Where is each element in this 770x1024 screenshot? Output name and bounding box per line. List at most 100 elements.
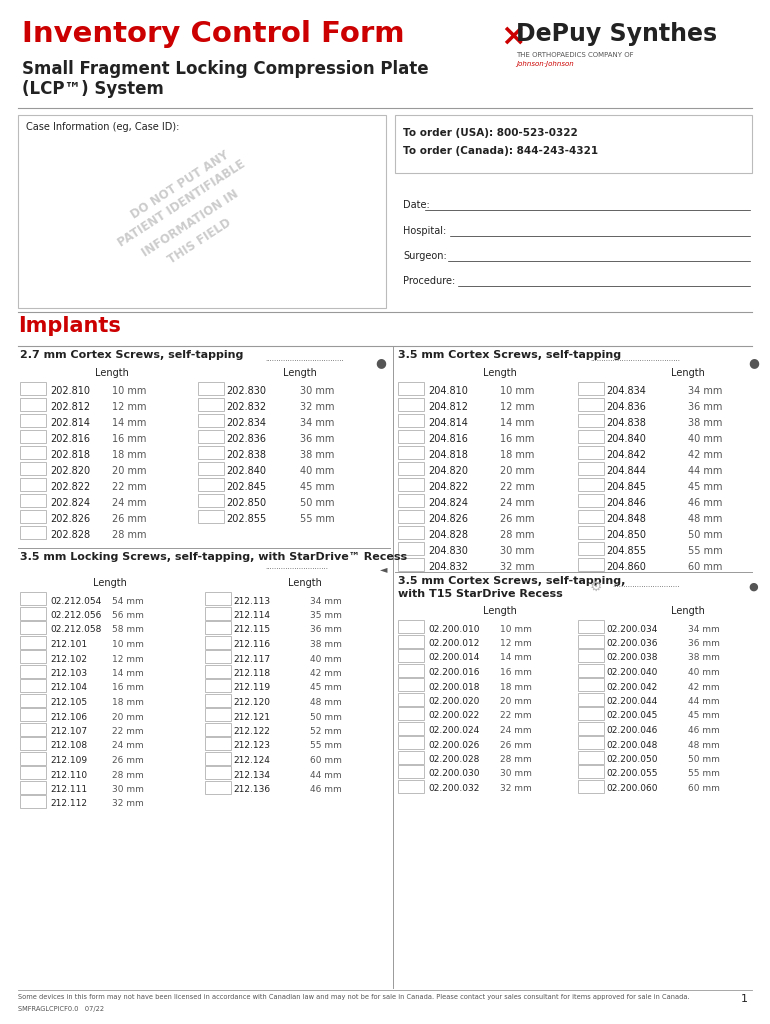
Text: 22 mm: 22 mm <box>500 712 531 721</box>
Text: 202.818: 202.818 <box>50 450 90 460</box>
Bar <box>205 723 231 735</box>
Bar <box>20 592 46 605</box>
Text: Length: Length <box>288 578 322 588</box>
Bar <box>578 414 604 427</box>
Text: ●: ● <box>748 356 759 369</box>
Text: 204.814: 204.814 <box>428 418 468 428</box>
Text: 26 mm: 26 mm <box>500 740 532 750</box>
Bar <box>578 649 604 662</box>
Text: 60 mm: 60 mm <box>310 756 342 765</box>
Text: (LCP™) System: (LCP™) System <box>22 80 164 98</box>
Bar <box>198 510 224 523</box>
Bar <box>20 650 46 663</box>
Text: 02.212.054: 02.212.054 <box>50 597 101 605</box>
Text: 18 mm: 18 mm <box>500 450 534 460</box>
Text: 40 mm: 40 mm <box>310 654 342 664</box>
Bar <box>398 542 424 555</box>
Text: 40 mm: 40 mm <box>300 466 334 476</box>
Bar <box>20 398 46 411</box>
Text: 45 mm: 45 mm <box>300 482 334 492</box>
Bar <box>578 526 604 539</box>
Bar <box>20 693 46 707</box>
Text: 14 mm: 14 mm <box>500 418 534 428</box>
Text: 202.845: 202.845 <box>226 482 266 492</box>
Bar <box>20 766 46 779</box>
Text: 02.200.022: 02.200.022 <box>428 712 479 721</box>
Text: 202.822: 202.822 <box>50 482 90 492</box>
Bar <box>205 592 231 605</box>
Bar <box>20 606 46 620</box>
Text: Hospital:: Hospital: <box>403 226 447 236</box>
Text: To order (Canada): 844-243-4321: To order (Canada): 844-243-4321 <box>403 146 598 156</box>
Text: Johnson·Johnson: Johnson·Johnson <box>516 61 574 67</box>
Bar <box>20 446 46 459</box>
Text: 60 mm: 60 mm <box>688 784 720 793</box>
Text: 46 mm: 46 mm <box>310 785 342 794</box>
Bar <box>398 722 424 734</box>
Text: 02.200.045: 02.200.045 <box>606 712 658 721</box>
Text: 28 mm: 28 mm <box>112 770 144 779</box>
Text: 18 mm: 18 mm <box>112 698 144 707</box>
Text: 02.200.040: 02.200.040 <box>606 668 658 677</box>
Bar <box>578 779 604 793</box>
Text: 204.826: 204.826 <box>428 514 468 524</box>
Text: 02.200.030: 02.200.030 <box>428 769 480 778</box>
Text: ●: ● <box>748 582 758 592</box>
Text: 204.832: 204.832 <box>428 562 468 572</box>
Bar <box>398 462 424 475</box>
Bar <box>205 665 231 678</box>
Text: 50 mm: 50 mm <box>310 713 342 722</box>
Bar <box>578 398 604 411</box>
Bar <box>20 382 46 395</box>
Text: 38 mm: 38 mm <box>688 653 720 663</box>
Bar <box>398 558 424 571</box>
Text: PATIENT IDENTIFIABLE: PATIENT IDENTIFIABLE <box>116 157 248 249</box>
Text: ●: ● <box>375 356 386 369</box>
Text: 16 mm: 16 mm <box>500 434 534 444</box>
Bar <box>198 478 224 490</box>
Text: 212.124: 212.124 <box>233 756 270 765</box>
Bar <box>20 494 46 507</box>
Bar <box>578 765 604 778</box>
Bar <box>20 621 46 634</box>
Text: 24 mm: 24 mm <box>112 741 144 751</box>
Text: 24 mm: 24 mm <box>500 726 531 735</box>
Text: 36 mm: 36 mm <box>300 434 334 444</box>
Text: 45 mm: 45 mm <box>688 712 720 721</box>
Text: 204.844: 204.844 <box>606 466 646 476</box>
Text: 14 mm: 14 mm <box>112 418 146 428</box>
Text: 02.200.018: 02.200.018 <box>428 683 480 691</box>
Text: Length: Length <box>93 578 127 588</box>
Bar <box>205 766 231 779</box>
Text: 212.109: 212.109 <box>50 756 87 765</box>
Text: Small Fragment Locking Compression Plate: Small Fragment Locking Compression Plate <box>22 60 429 78</box>
Text: 204.820: 204.820 <box>428 466 468 476</box>
Text: 204.850: 204.850 <box>606 530 646 540</box>
Text: 02.200.046: 02.200.046 <box>606 726 658 735</box>
Bar <box>578 620 604 633</box>
Text: 48 mm: 48 mm <box>688 514 722 524</box>
Bar <box>578 446 604 459</box>
Bar <box>578 462 604 475</box>
Text: 55 mm: 55 mm <box>688 769 720 778</box>
Text: 204.855: 204.855 <box>606 546 646 556</box>
Text: 36 mm: 36 mm <box>688 402 722 412</box>
Bar <box>398 510 424 523</box>
Bar <box>205 708 231 721</box>
Text: Length: Length <box>95 368 129 378</box>
Text: 204.816: 204.816 <box>428 434 468 444</box>
Text: Surgeon:: Surgeon: <box>403 251 447 261</box>
Bar <box>205 693 231 707</box>
Text: 212.136: 212.136 <box>233 785 270 794</box>
Text: 50 mm: 50 mm <box>688 755 720 764</box>
Text: 204.860: 204.860 <box>606 562 646 572</box>
Text: 44 mm: 44 mm <box>310 770 342 779</box>
Text: 32 mm: 32 mm <box>112 800 144 809</box>
Bar <box>578 736 604 749</box>
Bar <box>20 462 46 475</box>
Text: 14 mm: 14 mm <box>112 669 144 678</box>
Bar <box>398 692 424 706</box>
Text: 204.828: 204.828 <box>428 530 468 540</box>
Bar <box>205 636 231 648</box>
Text: 22 mm: 22 mm <box>112 727 144 736</box>
